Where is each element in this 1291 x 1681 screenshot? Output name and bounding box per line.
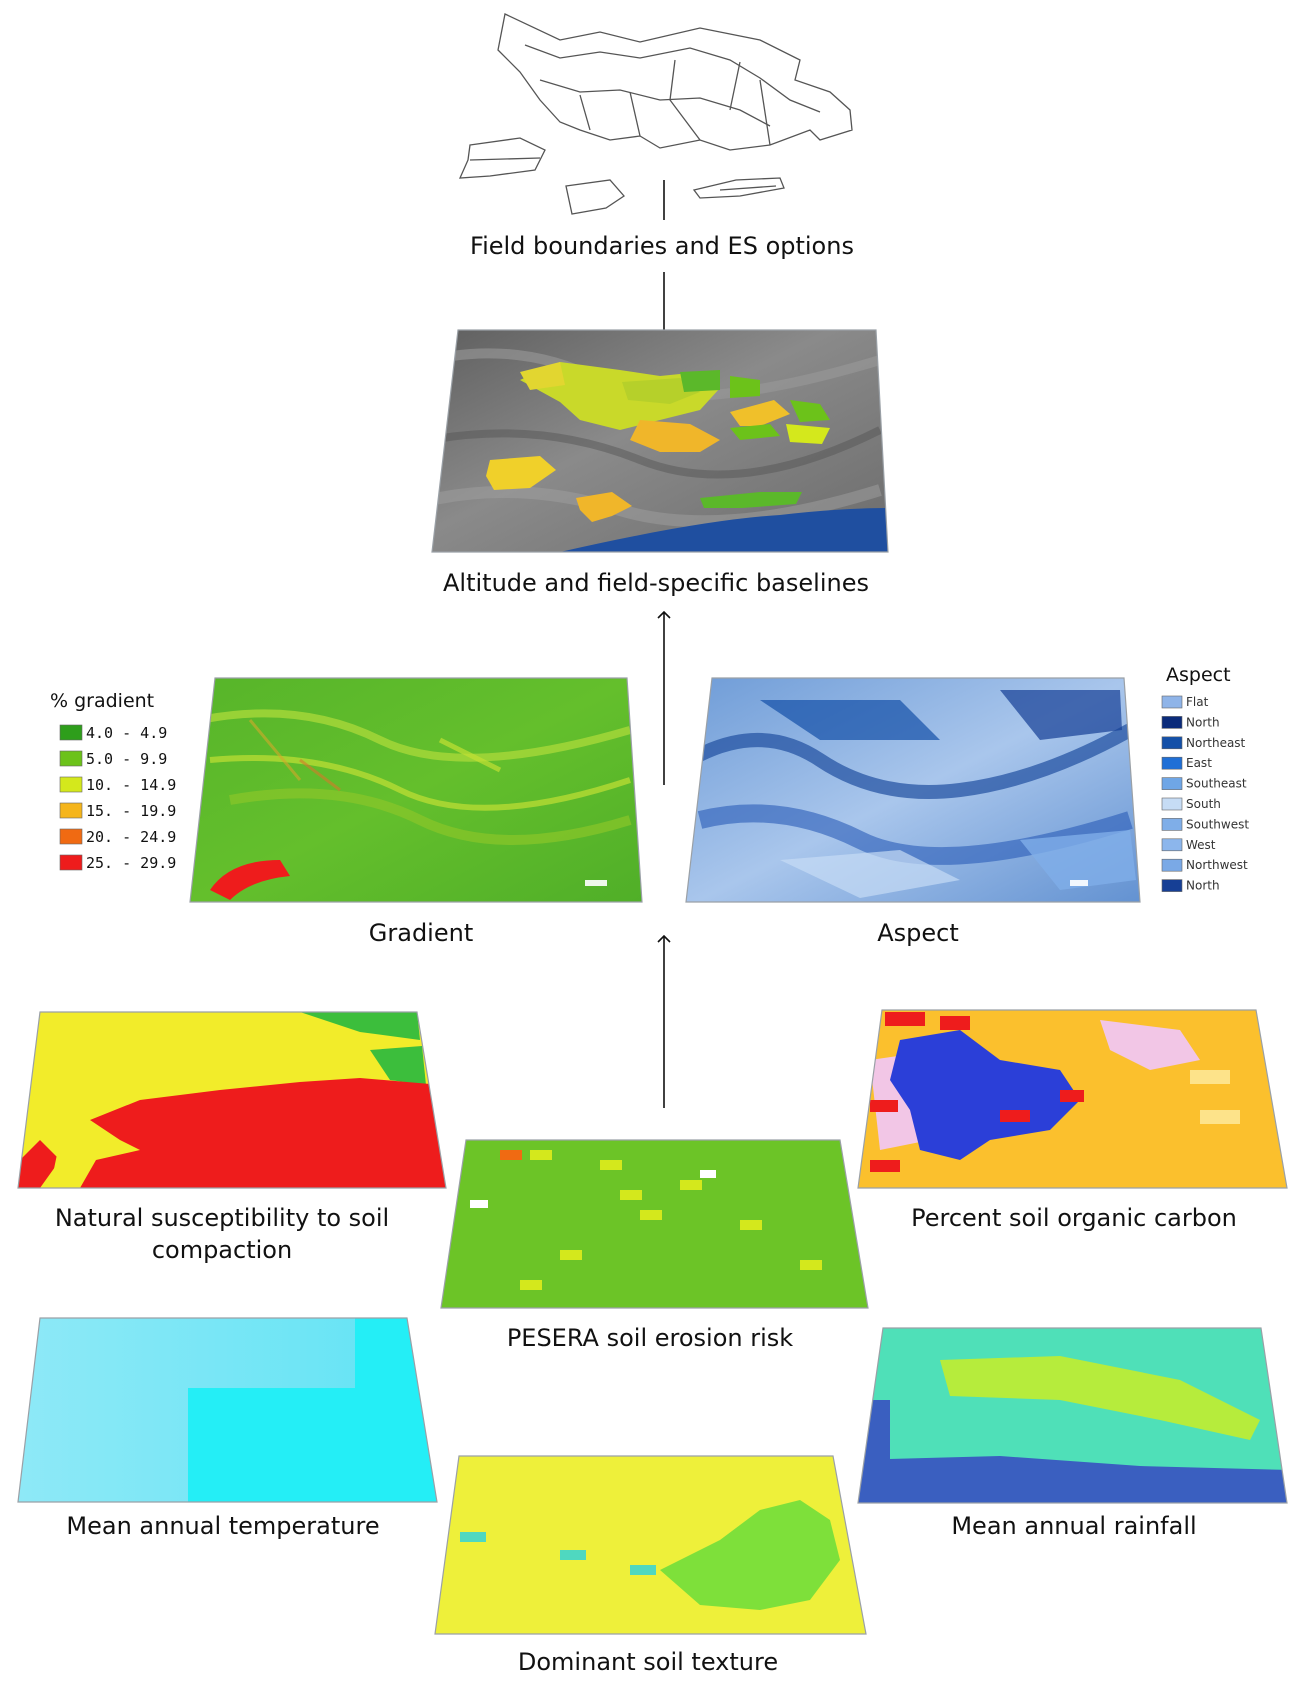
aspect-legend-swatch — [1161, 797, 1183, 811]
aspect-legend-swatch — [1161, 777, 1183, 790]
label-compaction-line1: Natural susceptibility to soil — [55, 1204, 389, 1232]
gradient-legend-swatch — [59, 724, 83, 741]
label-rainfall: Mean annual rainfall — [951, 1512, 1196, 1540]
label-altitude: Altitude and field-specific baselines — [443, 569, 869, 597]
aspect-legend-label: North — [1186, 879, 1220, 893]
aspect-legend-swatch — [1161, 736, 1183, 750]
gradient-map — [190, 678, 642, 902]
gradient-legend-label: 25. - 29.9 — [86, 854, 176, 872]
texture-map — [435, 1456, 866, 1634]
aspect-legend-label: South — [1186, 797, 1221, 811]
aspect-legend-swatch — [1161, 818, 1183, 831]
label-soil-carbon: Percent soil organic carbon — [911, 1204, 1237, 1232]
gradient-legend-swatch — [59, 854, 83, 871]
field-boundaries-outline — [458, 13, 853, 215]
aspect-legend-swatch — [1161, 858, 1183, 872]
compaction-map — [18, 1012, 446, 1188]
label-field-boundaries: Field boundaries and ES options — [470, 232, 854, 260]
gradient-legend: % gradient 4.0 - 4.9 5.0 - 9.9 10. - 14.9 1… — [50, 690, 176, 872]
label-temperature: Mean annual temperature — [66, 1512, 379, 1540]
aspect-legend: Aspect Flat North Northeast East Southeast So… — [1161, 664, 1249, 893]
label-gradient: Gradient — [369, 919, 473, 947]
aspect-legend-swatch — [1161, 756, 1183, 770]
aspect-legend-label: East — [1186, 756, 1212, 770]
erosion-map — [441, 1140, 868, 1308]
gradient-legend-label: 10. - 14.9 — [86, 776, 176, 794]
label-texture: Dominant soil texture — [518, 1648, 778, 1676]
soil-carbon-map — [858, 1010, 1287, 1188]
aspect-legend-swatch — [1161, 879, 1183, 892]
gradient-legend-label: 15. - 19.9 — [86, 802, 176, 820]
aspect-legend-label: Southwest — [1186, 817, 1249, 831]
aspect-legend-swatch — [1161, 695, 1183, 709]
gradient-legend-swatch — [59, 750, 83, 767]
gradient-legend-label: 5.0 - 9.9 — [86, 750, 167, 768]
aspect-legend-label: Northwest — [1186, 858, 1248, 872]
gradient-legend-label: 4.0 - 4.9 — [86, 724, 167, 742]
aspect-legend-label: Southeast — [1186, 777, 1247, 791]
aspect-map — [686, 678, 1140, 902]
aspect-legend-swatch — [1161, 716, 1183, 729]
aspect-legend-swatch — [1161, 838, 1183, 852]
label-aspect: Aspect — [877, 919, 959, 947]
label-compaction-line2: compaction — [152, 1236, 292, 1264]
aspect-legend-label: Flat — [1186, 695, 1209, 709]
aspect-legend-label: West — [1186, 838, 1216, 852]
gradient-legend-label: 20. - 24.9 — [86, 828, 176, 846]
label-erosion: PESERA soil erosion risk — [507, 1324, 793, 1352]
aspect-legend-title: Aspect — [1166, 664, 1231, 686]
gradient-legend-title: % gradient — [50, 690, 154, 712]
gradient-legend-swatch — [59, 776, 83, 793]
rainfall-map — [858, 1328, 1287, 1503]
aspect-legend-label: North — [1186, 715, 1220, 729]
gradient-legend-swatch — [59, 828, 83, 845]
gradient-legend-swatch — [59, 802, 83, 819]
aspect-legend-label: Northeast — [1186, 736, 1246, 750]
temperature-map — [18, 1318, 437, 1502]
altitude-map — [432, 330, 888, 552]
panel-outlines — [17, 329, 1288, 1635]
